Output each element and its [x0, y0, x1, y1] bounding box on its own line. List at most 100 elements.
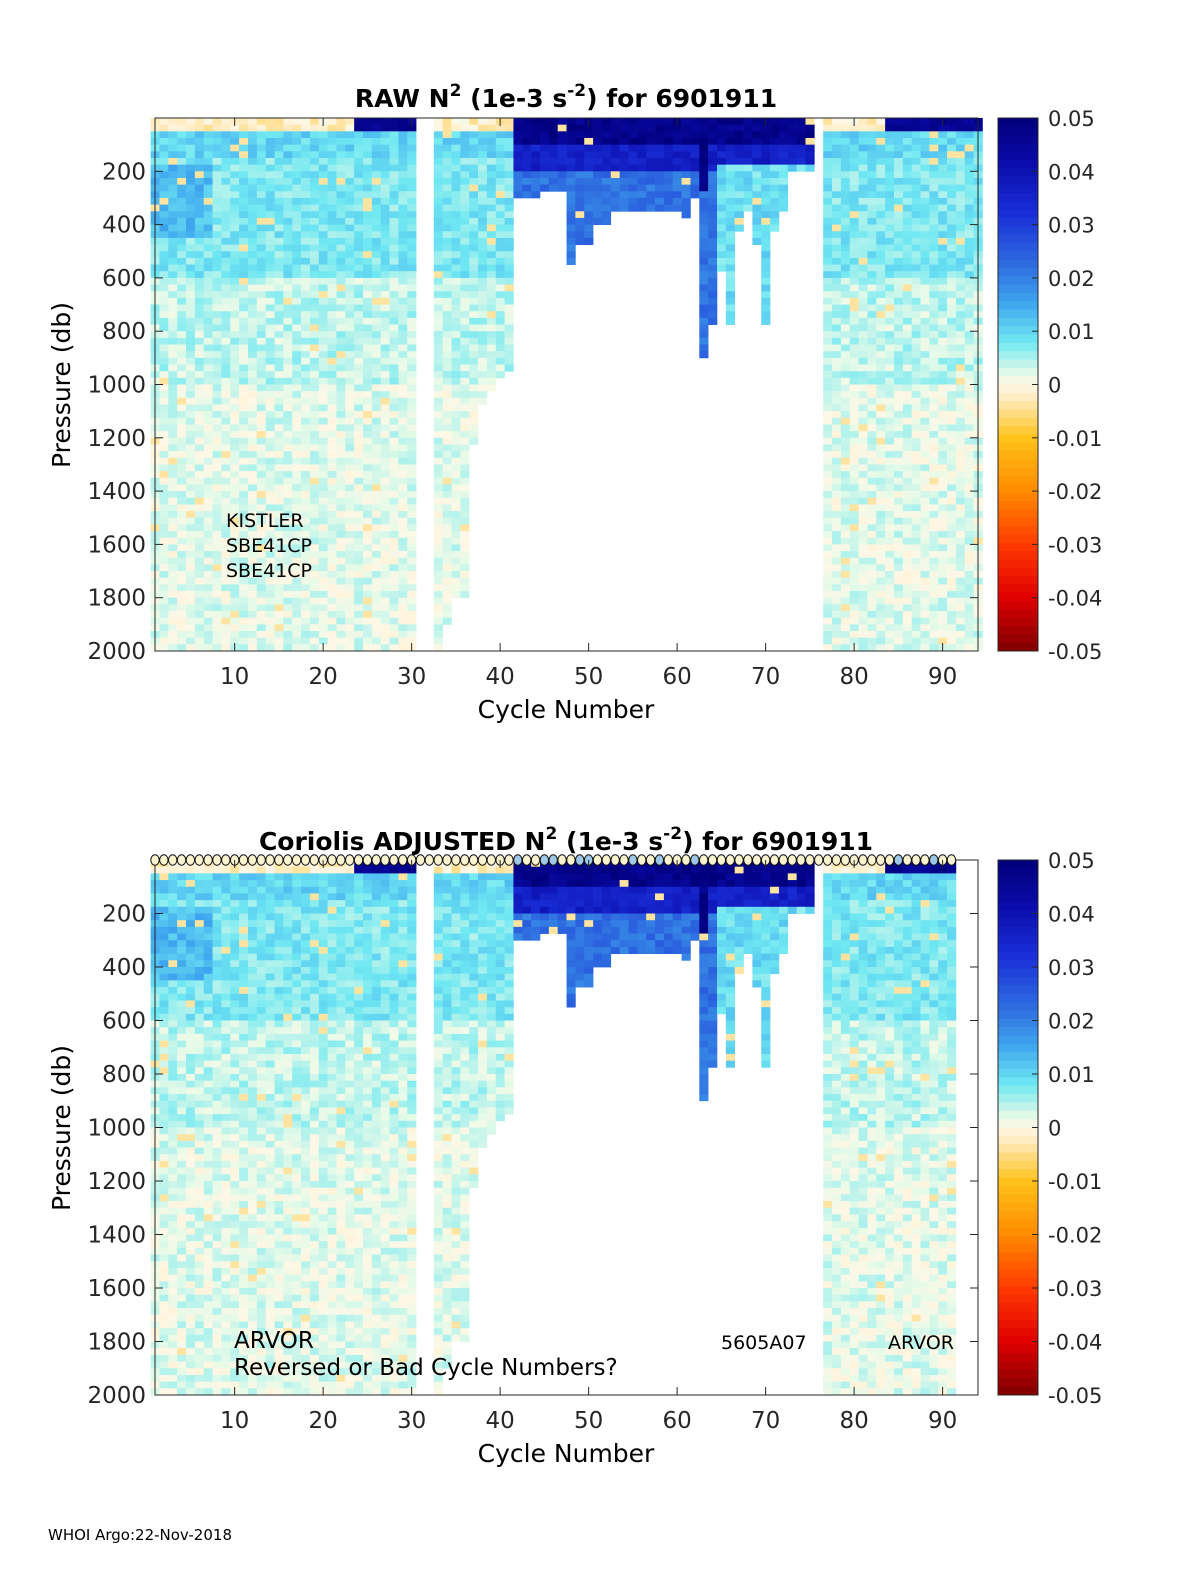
- heatmap-cell: [159, 478, 168, 485]
- heatmap-cell: [275, 218, 284, 225]
- heatmap-cell: [204, 598, 213, 605]
- heatmap-cell: [956, 131, 965, 138]
- heatmap-cell: [390, 291, 399, 298]
- heatmap-cell: [859, 638, 868, 645]
- heatmap-cell: [434, 291, 443, 298]
- heatmap-cell: [275, 611, 284, 618]
- heatmap-cell: [195, 424, 204, 431]
- heatmap-cell: [390, 191, 399, 198]
- heatmap-cell: [336, 498, 345, 505]
- heatmap-cell: [328, 458, 337, 465]
- heatmap-cell: [381, 531, 390, 538]
- heatmap-cell: [186, 458, 195, 465]
- heatmap-cell: [195, 564, 204, 571]
- heatmap-cell: [443, 331, 452, 338]
- heatmap-cell: [434, 371, 443, 378]
- heatmap-cell: [850, 618, 859, 625]
- heatmap-cell: [283, 318, 292, 325]
- heatmap-cell: [443, 245, 452, 252]
- heatmap-cell: [823, 231, 832, 238]
- heatmap-cell: [363, 218, 372, 225]
- heatmap-cell: [434, 285, 443, 292]
- heatmap-cell: [956, 531, 965, 538]
- heatmap-cell: [434, 498, 443, 505]
- heatmap-cell: [398, 531, 407, 538]
- heatmap-cell: [850, 624, 859, 631]
- heatmap-cell: [407, 171, 416, 178]
- heatmap-cell: [168, 318, 177, 325]
- heatmap-cell: [921, 385, 930, 392]
- heatmap-cell: [204, 365, 213, 372]
- heatmap-cell: [257, 484, 266, 491]
- heatmap-cell: [850, 325, 859, 332]
- heatmap-cell: [956, 538, 965, 545]
- heatmap-cell: [283, 611, 292, 618]
- colorbar-segment: [998, 268, 1038, 277]
- heatmap-cell: [921, 484, 930, 491]
- heatmap-cell: [903, 278, 912, 285]
- y-tick-label: 400: [102, 213, 146, 239]
- heatmap-cell: [390, 185, 399, 192]
- heatmap-cell: [584, 211, 593, 218]
- heatmap-cell: [947, 424, 956, 431]
- heatmap-cell: [363, 604, 372, 611]
- heatmap-cell: [372, 398, 381, 405]
- heatmap-cell: [221, 151, 230, 158]
- heatmap-cell: [452, 431, 461, 438]
- heatmap-cell: [283, 231, 292, 238]
- heatmap-cell: [434, 571, 443, 578]
- heatmap-cell: [867, 291, 876, 298]
- heatmap-cell: [567, 251, 576, 258]
- heatmap-cell: [213, 511, 222, 518]
- heatmap-cell: [841, 145, 850, 152]
- heatmap-cell: [292, 478, 301, 485]
- heatmap-cell: [381, 638, 390, 645]
- colorbar: 0.050.040.030.020.010-0.01-0.02-0.03-0.0…: [998, 107, 1102, 664]
- heatmap-cell: [682, 198, 691, 205]
- heatmap-cell: [381, 538, 390, 545]
- heatmap-cell: [177, 578, 186, 585]
- heatmap-cell: [213, 205, 222, 212]
- y-tick-label: 800: [102, 319, 146, 345]
- heatmap-cell: [248, 191, 257, 198]
- heatmap-cell: [372, 225, 381, 232]
- heatmap-cell: [434, 624, 443, 631]
- heatmap-cell: [859, 118, 868, 125]
- heatmap-cell: [496, 278, 505, 285]
- heatmap-cell: [292, 325, 301, 332]
- heatmap-cell: [292, 218, 301, 225]
- heatmap-cell: [947, 345, 956, 352]
- heatmap-cell: [195, 444, 204, 451]
- heatmap-cell: [903, 178, 912, 185]
- heatmap-cell: [558, 171, 567, 178]
- heatmap-cell: [859, 198, 868, 205]
- heatmap-cell: [204, 211, 213, 218]
- heatmap-cell: [912, 291, 921, 298]
- heatmap-cell: [310, 464, 319, 471]
- heatmap-cell: [336, 538, 345, 545]
- heatmap-cell: [292, 624, 301, 631]
- heatmap-cell: [487, 271, 496, 278]
- heatmap-cell: [230, 458, 239, 465]
- heatmap-cell: [894, 431, 903, 438]
- heatmap-cell: [354, 378, 363, 385]
- heatmap-cell: [965, 351, 974, 358]
- heatmap-cell: [319, 391, 328, 398]
- heatmap-cell: [912, 604, 921, 611]
- heatmap-cell: [195, 125, 204, 132]
- heatmap-cell: [929, 305, 938, 312]
- heatmap-cell: [903, 424, 912, 431]
- heatmap-cell: [867, 518, 876, 525]
- heatmap-cell: [186, 165, 195, 172]
- heatmap-cell: [522, 118, 531, 125]
- heatmap-cell: [921, 271, 930, 278]
- heatmap-cell: [841, 325, 850, 332]
- heatmap-cell: [496, 291, 505, 298]
- heatmap-cell: [301, 644, 310, 651]
- heatmap-cell: [637, 151, 646, 158]
- heatmap-cell: [336, 218, 345, 225]
- heatmap-cell: [912, 531, 921, 538]
- heatmap-cell: [956, 451, 965, 458]
- heatmap-cell: [354, 125, 363, 132]
- heatmap-cell: [204, 438, 213, 445]
